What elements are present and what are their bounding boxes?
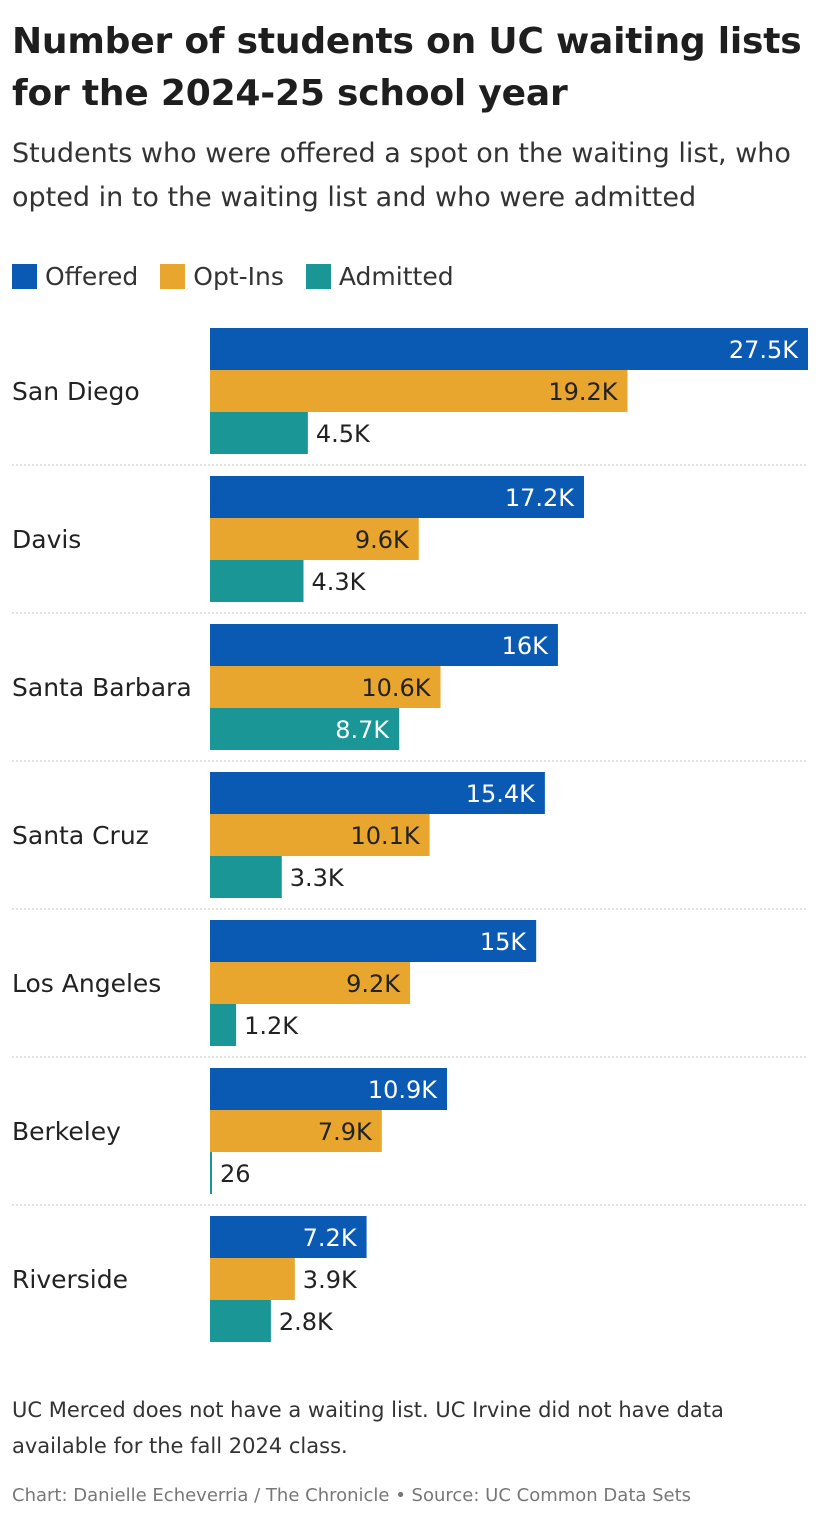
data-label-san-diego-opt-ins: 19.2K <box>548 378 618 406</box>
legend-item-admitted: Admitted <box>305 262 454 291</box>
data-label-santa-cruz-offered: 15.4K <box>466 780 536 808</box>
data-label-los-angeles-opt-ins: 9.2K <box>346 970 401 998</box>
bar-berkeley-admitted <box>210 1152 212 1194</box>
legend-item-opt-ins: Opt-Ins <box>160 262 284 291</box>
data-label-berkeley-opt-ins: 7.9K <box>318 1118 373 1146</box>
bar-santa-barbara-offered <box>210 624 558 666</box>
legend-label-admitted: Admitted <box>338 262 454 291</box>
data-label-san-diego-admitted: 4.5K <box>316 420 371 448</box>
bar-riverside-offered <box>210 1216 367 1258</box>
bar-berkeley-opt-ins <box>210 1110 382 1152</box>
footnote: UC Merced does not have a waiting list. … <box>12 1398 724 1458</box>
chart-subtitle: Students who were offered a spot on the … <box>12 138 791 213</box>
data-label-san-diego-offered: 27.5K <box>729 336 799 364</box>
legend-swatch-admitted <box>305 264 331 289</box>
bar-los-angeles-opt-ins <box>210 962 411 1004</box>
bar-santa-cruz-admitted <box>210 856 282 898</box>
bar-los-angeles-offered <box>210 920 537 962</box>
chart-title: Number of students on UC waiting lists f… <box>12 21 802 114</box>
bar-davis-offered <box>210 476 585 518</box>
legend-swatch-offered <box>12 264 37 289</box>
bar-riverside-opt-ins <box>210 1258 295 1300</box>
bar-chart: San Diego 27.5K 19.2K 4.5K Davis 17.2K 9.6K 4.3… <box>12 328 808 1342</box>
legend-item-offered: Offered <box>12 262 138 291</box>
bar-san-diego-offered <box>210 328 808 370</box>
legend: Offered Opt-Ins Admitted <box>12 262 476 291</box>
bar-los-angeles-admitted <box>210 1004 237 1046</box>
data-label-berkeley-admitted: 26 <box>220 1160 251 1188</box>
data-label-berkeley-offered: 10.9K <box>368 1076 438 1104</box>
bar-san-diego-admitted <box>210 412 308 454</box>
data-label-los-angeles-offered: 15K <box>480 928 528 956</box>
bar-santa-cruz-opt-ins <box>210 814 430 856</box>
bar-santa-barbara-admitted <box>210 708 400 750</box>
data-label-davis-offered: 17.2K <box>505 484 575 512</box>
data-label-riverside-opt-ins: 3.9K <box>303 1266 358 1294</box>
legend-label-offered: Offered <box>45 262 139 291</box>
bar-davis-opt-ins <box>210 518 419 560</box>
bar-santa-cruz-offered <box>210 772 545 814</box>
data-label-santa-barbara-opt-ins: 10.6K <box>361 674 431 702</box>
category-label-davis: Davis <box>12 525 81 554</box>
bar-santa-barbara-opt-ins <box>210 666 441 708</box>
data-label-davis-opt-ins: 9.6K <box>355 526 410 554</box>
credit-line: Chart: Danielle Echeverria / The Chronic… <box>12 1485 692 1506</box>
category-label-riverside: Riverside <box>12 1265 128 1294</box>
category-label-los-angeles: Los Angeles <box>12 969 161 998</box>
category-label-berkeley: Berkeley <box>12 1117 121 1146</box>
data-label-los-angeles-admitted: 1.2K <box>244 1012 299 1040</box>
data-label-riverside-admitted: 2.8K <box>279 1308 334 1336</box>
category-label-santa-cruz: Santa Cruz <box>12 821 149 850</box>
bar-san-diego-opt-ins <box>210 370 628 412</box>
data-label-santa-cruz-admitted: 3.3K <box>290 864 345 892</box>
category-label-santa-barbara: Santa Barbara <box>12 673 192 702</box>
data-label-santa-cruz-opt-ins: 10.1K <box>350 822 420 850</box>
data-label-santa-barbara-offered: 16K <box>502 632 550 660</box>
legend-label-opt-ins: Opt-Ins <box>193 262 284 291</box>
category-label-san-diego: San Diego <box>12 377 140 406</box>
legend-swatch-opt-ins <box>160 264 186 289</box>
bar-davis-admitted <box>210 560 304 602</box>
bar-berkeley-offered <box>210 1068 448 1110</box>
data-label-riverside-offered: 7.2K <box>303 1224 358 1252</box>
data-label-santa-barbara-admitted: 8.7K <box>335 716 390 744</box>
data-label-davis-admitted: 4.3K <box>312 568 367 596</box>
bar-riverside-admitted <box>210 1300 271 1342</box>
